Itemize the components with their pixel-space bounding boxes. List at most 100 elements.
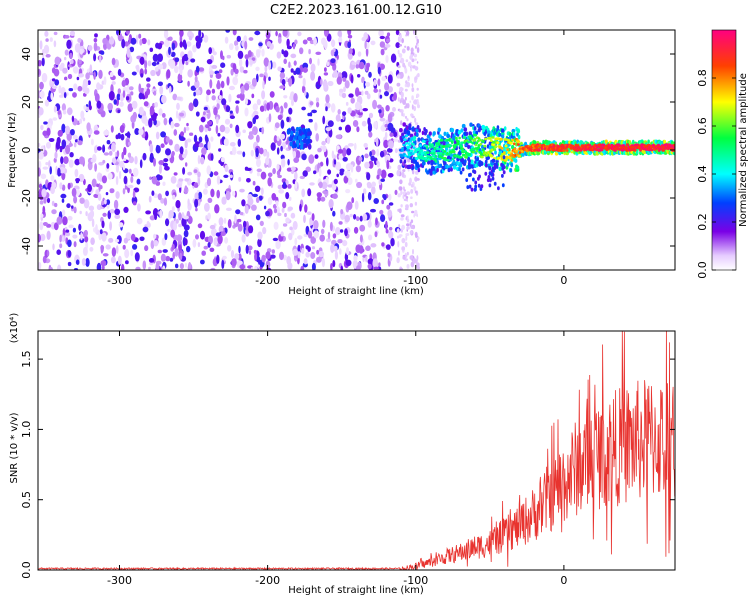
signal-track-mark [463, 159, 467, 164]
noise-speckle [388, 140, 394, 149]
noise-speckle [377, 66, 381, 75]
signal-track-mark [405, 142, 409, 145]
noise-speckle [138, 33, 142, 39]
noise-speckle [412, 249, 414, 255]
noise-speckle [281, 178, 287, 184]
noise-speckle [322, 190, 329, 195]
noise-speckle [103, 199, 107, 205]
noise-speckle [387, 173, 394, 178]
noise-speckle [49, 267, 53, 270]
noise-speckle [62, 216, 68, 226]
noise-speckle [307, 143, 312, 150]
noise-speckle [375, 217, 378, 226]
noise-speckle [330, 263, 333, 270]
noise-speckle [401, 171, 404, 178]
signal-track-mark [496, 141, 500, 145]
noise-speckle [334, 250, 338, 260]
noise-speckle [169, 59, 176, 69]
noise-speckle [281, 141, 286, 150]
noise-speckle [294, 171, 298, 181]
noise-speckle [259, 147, 264, 155]
noise-speckle [100, 245, 105, 251]
noise-speckle [93, 193, 100, 198]
noise-speckle [290, 166, 296, 172]
noise-speckle [50, 175, 55, 182]
noise-speckle [367, 220, 372, 228]
noise-speckle [223, 217, 227, 224]
noise-speckle [187, 171, 193, 176]
noise-speckle [354, 200, 359, 210]
noise-speckle [121, 151, 124, 160]
noise-speckle [94, 163, 97, 172]
noise-speckle [405, 233, 410, 236]
signal-track-mark [419, 144, 422, 148]
noise-speckle [42, 222, 49, 226]
noise-speckle [357, 74, 361, 78]
noise-speckle [411, 115, 415, 119]
noise-speckle [194, 192, 199, 200]
noise-speckle [330, 49, 335, 57]
noise-speckle [78, 223, 82, 231]
signal-track-mark [424, 159, 428, 163]
noise-speckle [230, 250, 235, 258]
noise-speckle [53, 105, 58, 113]
snr-series-line [38, 331, 675, 570]
noise-speckle [130, 233, 136, 241]
noise-speckle [290, 68, 294, 73]
noise-speckle [50, 92, 54, 100]
noise-speckle [288, 196, 292, 201]
signal-track-mark [500, 147, 504, 150]
noise-speckle [254, 252, 258, 262]
noise-speckle [108, 150, 113, 156]
signal-track-mark [595, 148, 598, 152]
noise-speckle [74, 158, 80, 166]
noise-speckle [138, 83, 142, 93]
noise-speckle [72, 227, 76, 233]
noise-speckle [385, 55, 389, 63]
noise-speckle [202, 111, 206, 116]
noise-speckle [359, 234, 363, 243]
noise-speckle [209, 224, 216, 230]
signal-track-mark [467, 144, 471, 149]
noise-speckle [404, 45, 407, 48]
noise-speckle [342, 77, 347, 82]
noise-speckle [319, 161, 324, 167]
signal-track-mark [407, 142, 411, 146]
noise-speckle [325, 127, 332, 132]
noise-speckle [410, 226, 415, 229]
noise-speckle [174, 143, 180, 152]
noise-speckle [379, 209, 384, 215]
noise-speckle [40, 233, 46, 242]
noise-speckle [280, 119, 285, 129]
noise-speckle [373, 79, 377, 87]
noise-speckle [265, 251, 271, 260]
noise-speckle [380, 48, 385, 56]
noise-speckle [115, 175, 119, 186]
noise-speckle [124, 41, 129, 47]
noise-speckle [320, 228, 325, 235]
noise-speckle [345, 247, 350, 256]
noise-speckle [61, 184, 66, 191]
signal-track-mark [639, 148, 642, 152]
signal-track-mark [453, 145, 457, 149]
noise-speckle [363, 142, 368, 148]
noise-speckle [203, 106, 208, 111]
noise-speckle [148, 118, 153, 128]
noise-speckle [61, 235, 65, 242]
noise-speckle [187, 198, 190, 207]
noise-speckle [74, 43, 81, 53]
noise-speckle [355, 165, 361, 173]
noise-speckle [183, 126, 187, 134]
noise-speckle [259, 73, 264, 78]
noise-speckle [271, 193, 277, 201]
noise-speckle [243, 69, 248, 74]
noise-speckle [305, 251, 311, 258]
noise-speckle [332, 193, 338, 199]
noise-speckle [210, 188, 215, 198]
noise-speckle [371, 181, 376, 188]
noise-speckle [139, 159, 143, 169]
noise-speckle [151, 176, 158, 185]
noise-speckle [331, 150, 335, 159]
noise-speckle [288, 61, 291, 68]
noise-speckle [57, 167, 61, 177]
